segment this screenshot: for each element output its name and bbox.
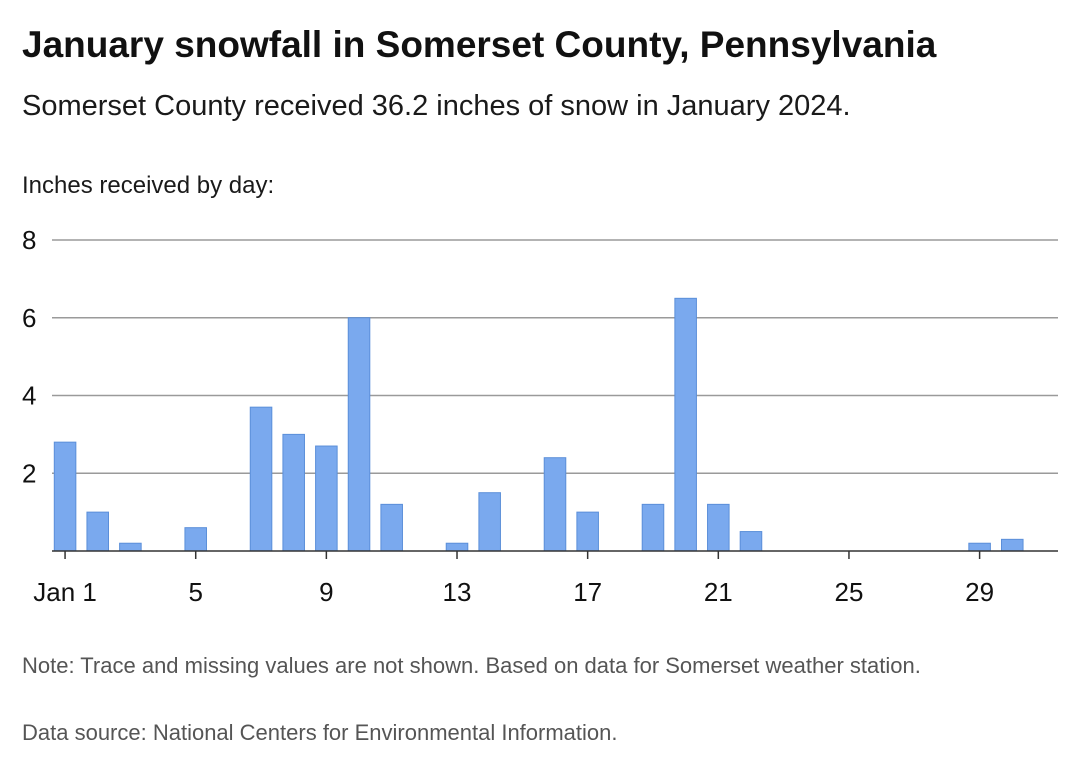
x-tick-label: 29 [965,577,994,607]
bar-day-9 [315,445,338,552]
y-axis-label: Inches received by day: [22,172,275,199]
y-tick-label: 6 [22,303,36,333]
chart-subtitle: Somerset County received 36.2 inches of … [22,90,851,122]
bar-day-11 [380,503,403,552]
bar-day-19 [641,503,665,552]
x-tick-label: 21 [704,577,733,607]
bar-day-16 [543,457,567,552]
bar-day-17 [576,511,599,552]
bar-day-10 [347,317,371,552]
bar-day-14 [478,492,501,552]
bar-day-13 [445,542,469,552]
bar-day-20 [674,297,697,552]
bar-day-21 [707,503,730,552]
chart-title: January snowfall in Somerset County, Pen… [22,24,937,65]
bar-day-2 [86,511,110,552]
bar-day-5 [184,527,207,552]
y-tick-label: 8 [22,225,36,255]
bar-day-8 [282,433,305,552]
x-tick-label: 9 [319,577,333,607]
x-tick-label: 17 [573,577,602,607]
x-tick-label: 5 [188,577,202,607]
y-tick-labels: 2 4 6 8 [22,225,36,488]
data-source: Data source: National Centers for Enviro… [22,720,618,745]
x-tick-label: Jan 1 [33,577,97,607]
gridlines [52,239,1058,474]
x-axis: Jan 1 5 9 13 17 21 25 29 [33,550,1058,607]
bar-day-3 [119,542,142,552]
bar-chart: 2 4 6 8 Jan 1 5 9 13 17 21 25 29 [22,225,1058,607]
bar-day-1 [53,441,77,552]
bars [53,297,1024,552]
x-tick-label: 25 [835,577,864,607]
chart-note: Note: Trace and missing values are not s… [22,653,921,678]
y-tick-label: 4 [22,381,36,411]
bar-day-7 [249,406,273,552]
bar-day-30 [1000,538,1024,552]
y-tick-label: 2 [22,458,36,488]
bar-day-22 [739,531,763,552]
x-tick-label: 13 [443,577,472,607]
bar-day-29 [968,542,991,552]
